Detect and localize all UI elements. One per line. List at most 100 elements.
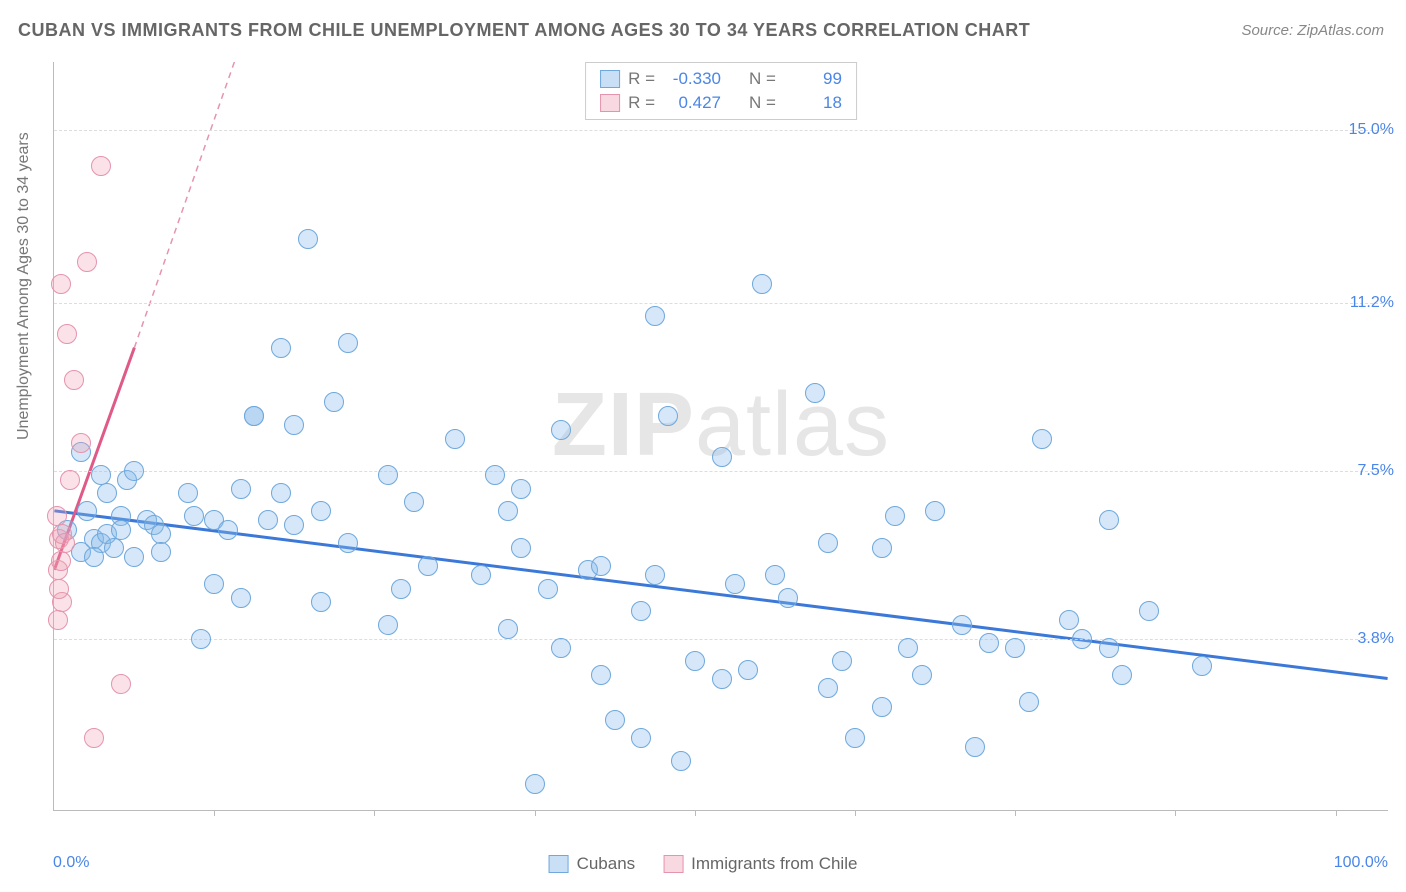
data-point <box>591 665 611 685</box>
data-point <box>77 252 97 272</box>
data-point <box>912 665 932 685</box>
data-point <box>605 710 625 730</box>
data-point <box>685 651 705 671</box>
data-point <box>324 392 344 412</box>
data-point <box>91 156 111 176</box>
data-point <box>104 538 124 558</box>
stat-n-label: N = <box>749 69 776 89</box>
data-point <box>1005 638 1025 658</box>
data-point <box>231 588 251 608</box>
data-point <box>631 601 651 621</box>
data-point <box>284 515 304 535</box>
data-point <box>845 728 865 748</box>
trend-line <box>54 511 1387 679</box>
data-point <box>64 370 84 390</box>
data-point <box>91 465 111 485</box>
stat-n-value-1: 99 <box>784 69 842 89</box>
data-point <box>511 538 531 558</box>
source-attribution: Source: ZipAtlas.com <box>1241 22 1384 39</box>
stats-row-cubans: R = -0.330 N = 99 <box>600 67 842 91</box>
data-point <box>244 406 264 426</box>
data-point <box>47 506 67 526</box>
data-point <box>738 660 758 680</box>
data-point <box>111 674 131 694</box>
data-point <box>391 579 411 599</box>
data-point <box>498 501 518 521</box>
x-tick-mark <box>855 810 856 816</box>
y-axis-label: Unemployment Among Ages 30 to 34 years <box>15 132 33 440</box>
data-point <box>271 483 291 503</box>
data-point <box>191 629 211 649</box>
data-point <box>551 638 571 658</box>
data-point <box>979 633 999 653</box>
data-point <box>725 574 745 594</box>
data-point <box>818 678 838 698</box>
data-point <box>471 565 491 585</box>
gridline <box>54 303 1388 304</box>
data-point <box>445 429 465 449</box>
data-point <box>258 510 278 530</box>
stat-r-value-2: 0.427 <box>663 93 721 113</box>
data-point <box>71 433 91 453</box>
x-tick-mark <box>535 810 536 816</box>
chart-container: CUBAN VS IMMIGRANTS FROM CHILE UNEMPLOYM… <box>0 0 1406 892</box>
data-point <box>84 728 104 748</box>
data-point <box>338 333 358 353</box>
data-point <box>204 574 224 594</box>
x-tick-mark <box>695 810 696 816</box>
data-point <box>818 533 838 553</box>
trend-lines-layer <box>54 62 1388 810</box>
stat-r-value-1: -0.330 <box>663 69 721 89</box>
data-point <box>124 461 144 481</box>
data-point <box>658 406 678 426</box>
x-tick-mark <box>1015 810 1016 816</box>
data-point <box>1099 638 1119 658</box>
data-point <box>525 774 545 794</box>
y-tick-label: 3.8% <box>1358 630 1394 648</box>
data-point <box>378 465 398 485</box>
data-point <box>418 556 438 576</box>
data-point <box>218 520 238 540</box>
x-tick-mark <box>214 810 215 816</box>
data-point <box>1059 610 1079 630</box>
data-point <box>551 420 571 440</box>
bottom-legend: Cubans Immigrants from Chile <box>549 854 858 874</box>
legend-item-cubans: Cubans <box>549 854 636 874</box>
data-point <box>591 556 611 576</box>
y-tick-label: 11.2% <box>1350 294 1394 312</box>
y-tick-label: 7.5% <box>1358 462 1394 480</box>
data-point <box>124 547 144 567</box>
data-point <box>57 324 77 344</box>
x-tick-mark <box>1175 810 1176 816</box>
swatch-pink-icon <box>600 94 620 112</box>
data-point <box>885 506 905 526</box>
data-point <box>511 479 531 499</box>
data-point <box>84 547 104 567</box>
data-point <box>712 447 732 467</box>
data-point <box>965 737 985 757</box>
data-point <box>778 588 798 608</box>
x-tick-mark <box>374 810 375 816</box>
data-point <box>151 542 171 562</box>
data-point <box>645 565 665 585</box>
stats-legend-box: R = -0.330 N = 99 R = 0.427 N = 18 <box>585 62 857 120</box>
data-point <box>712 669 732 689</box>
x-tick-mark <box>1336 810 1337 816</box>
data-point <box>378 615 398 635</box>
data-point <box>97 483 117 503</box>
data-point <box>60 470 80 490</box>
data-point <box>311 501 331 521</box>
data-point <box>1112 665 1132 685</box>
data-point <box>51 274 71 294</box>
stat-r-label: R = <box>628 69 655 89</box>
data-point <box>178 483 198 503</box>
data-point <box>311 592 331 612</box>
swatch-blue-icon <box>600 70 620 88</box>
x-axis-end-label: 100.0% <box>1334 854 1388 872</box>
data-point <box>55 533 75 553</box>
data-point <box>48 610 68 630</box>
stat-n-value-2: 18 <box>784 93 842 113</box>
data-point <box>952 615 972 635</box>
data-point <box>832 651 852 671</box>
gridline <box>54 130 1388 131</box>
